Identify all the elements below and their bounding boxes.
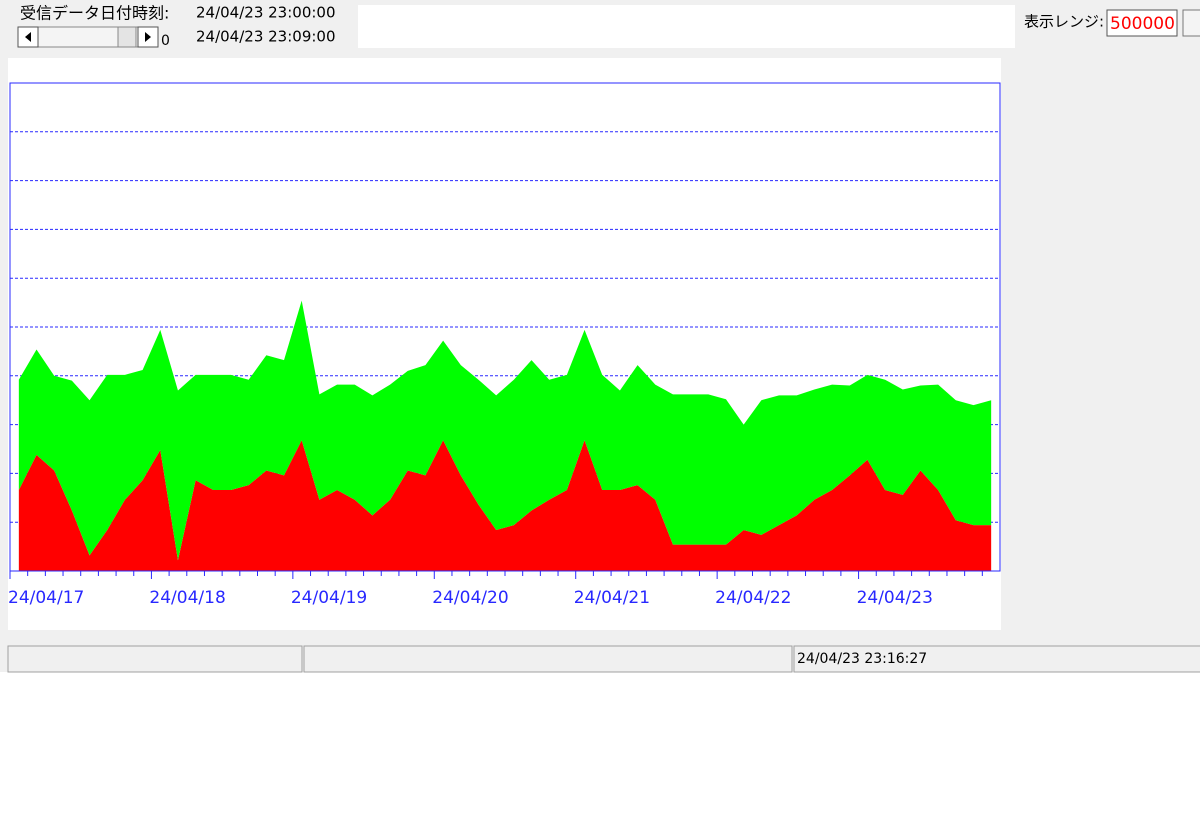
x-tick-label: 24/04/21 [574,588,650,608]
status-bar [0,640,1200,672]
range-input[interactable] [1106,9,1178,37]
x-tick-label: 24/04/20 [432,588,508,608]
x-tick-label: 24/04/23 [857,588,933,608]
area [18,440,992,571]
status-panel [793,645,1200,673]
start-time: 24/04/23 23:00:00 [196,4,336,22]
scroll-thumb[interactable] [117,26,137,48]
info-box [358,5,1015,48]
scroll-value: 0 [161,33,170,49]
range-label: 表示レンジ: [1024,13,1104,31]
x-tick-label: 24/04/18 [149,588,225,608]
date-label: 受信データ日付時刻: [20,4,169,23]
range-button[interactable] [1182,9,1200,37]
status-time: 24/04/23 23:16:27 [797,651,927,667]
scroll-track[interactable] [17,26,159,48]
area [18,300,992,561]
x-tick-label: 24/04/17 [8,588,84,608]
scrollbar[interactable] [17,26,159,48]
range-value: 500000 [1110,14,1175,34]
plot: 24/04/17 24/04/18 24/04/19 24/04/20 24/04/21… [8,82,1001,608]
arrow-right [145,32,151,42]
status-panel [303,645,793,673]
desktop-bg [0,672,1200,834]
x-tick-label: 24/04/22 [715,588,791,608]
end-time: 24/04/23 23:09:00 [196,28,336,46]
status-panel [7,645,303,673]
x-tick-label: 24/04/19 [291,588,367,608]
arrow-left [25,32,31,42]
